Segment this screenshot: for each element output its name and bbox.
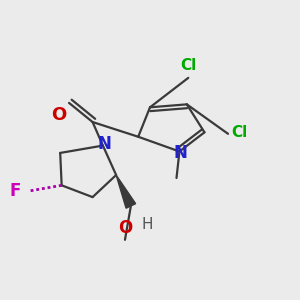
Text: H: H	[141, 218, 153, 232]
Polygon shape	[116, 175, 136, 208]
Text: Cl: Cl	[231, 125, 247, 140]
Text: N: N	[174, 144, 188, 162]
Text: F: F	[9, 182, 20, 200]
Text: O: O	[51, 106, 66, 124]
Text: Cl: Cl	[180, 58, 196, 74]
Text: O: O	[118, 219, 132, 237]
Text: N: N	[98, 135, 111, 153]
